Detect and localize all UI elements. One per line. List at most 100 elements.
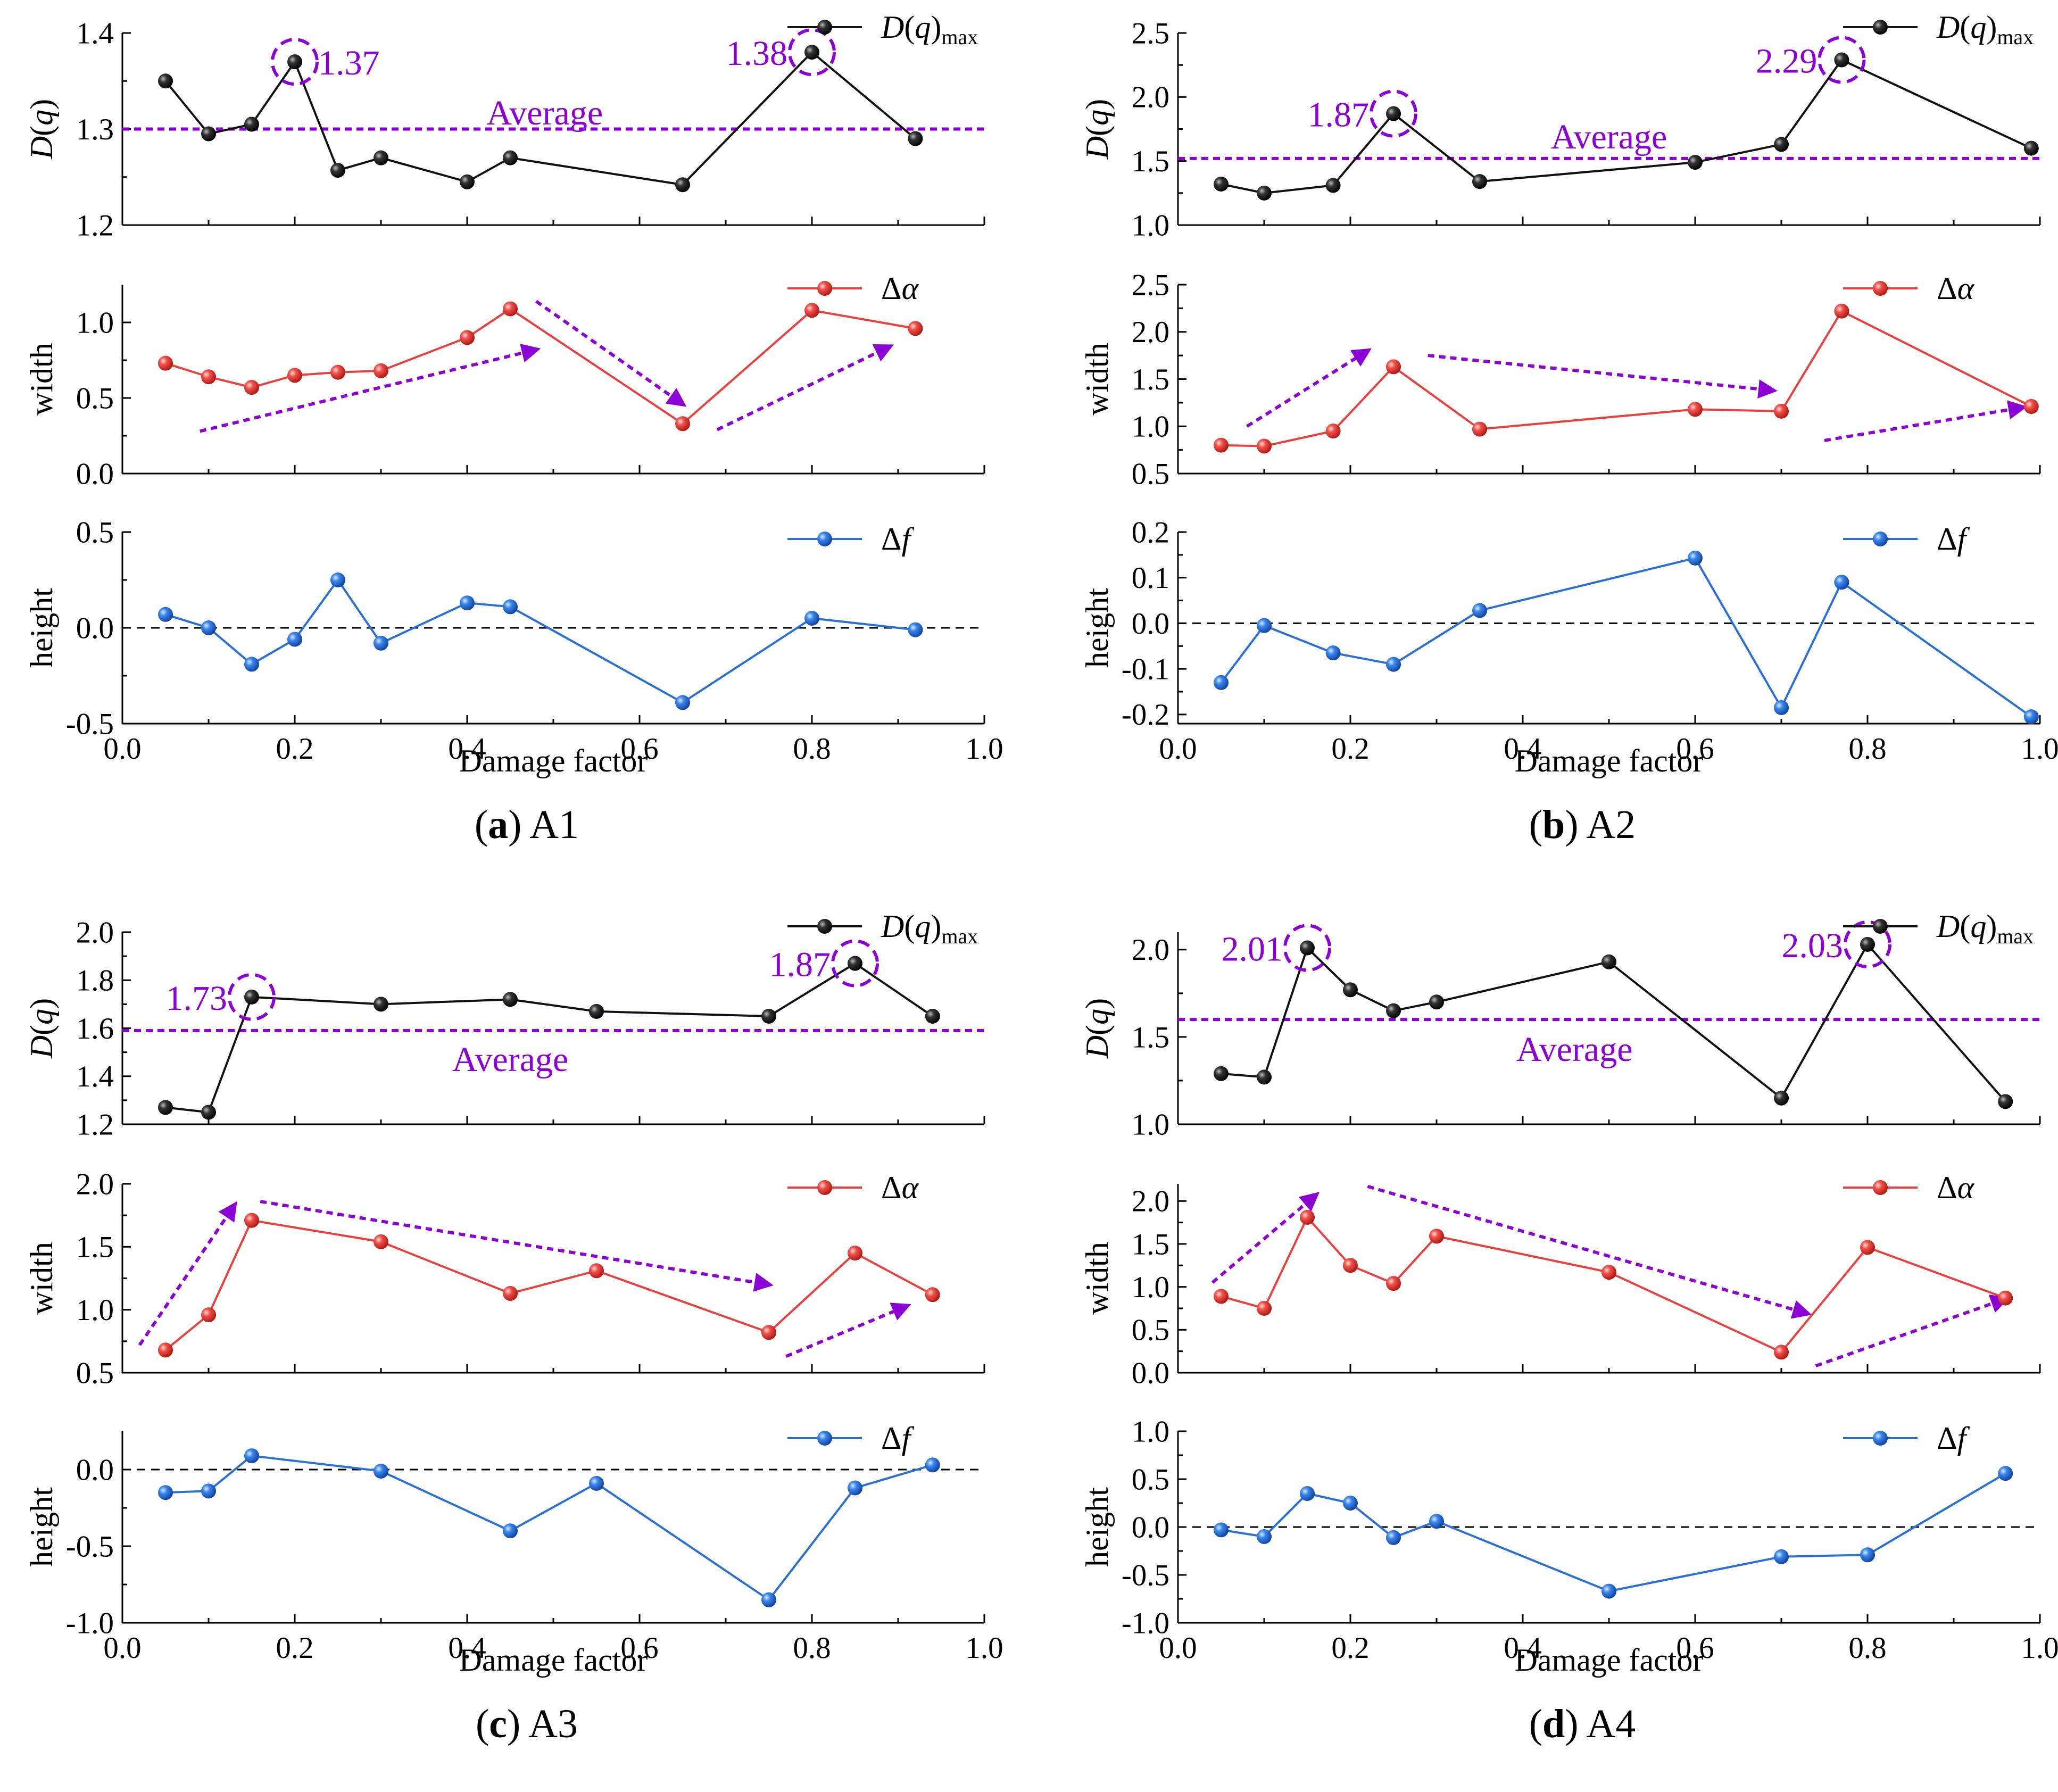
data-point-height (201, 1483, 216, 1499)
y-tick-label: 1.2 (76, 1108, 114, 1141)
subplot-dq: 1.0 1.5 2.0 2.5 D(q) Average 1.87 2.29 D(q)max (1080, 10, 2041, 242)
x-tick-label: 0.8 (1848, 1631, 1886, 1665)
data-point-dq (1300, 940, 1315, 956)
y-tick-label: 0.5 (1132, 1314, 1169, 1347)
y-tick-label: 0.0 (76, 611, 114, 645)
x-tick-label: 1.0 (2021, 1631, 2058, 1665)
x-tick-label: 0.2 (1331, 1631, 1369, 1665)
y-tick-label: 2.5 (1132, 16, 1169, 50)
data-point-height (1257, 1529, 1272, 1544)
data-point-dq (804, 45, 819, 60)
x-axis-label: Damage factor (1515, 743, 1704, 778)
x-tick-label: 0.8 (1848, 732, 1886, 766)
data-point-dq (1774, 137, 1789, 152)
subplot-height: -1.0 -0.5 0.0 0.5 1.0 0.0 0.2 0.4 0.6 0.8 1.0 heigh… (1080, 1415, 2058, 1665)
data-point-dq (1214, 1066, 1229, 1081)
data-point-width (1343, 1258, 1358, 1273)
data-point-dq (925, 1008, 940, 1024)
data-point-height (1214, 675, 1229, 690)
data-point-dq (201, 126, 216, 142)
y-axis-label: height (1080, 1487, 1115, 1567)
data-point-height (330, 573, 345, 587)
x-tick-label: 0.2 (1331, 732, 1369, 766)
y-axis-label: width (1080, 343, 1115, 416)
subplot-height: -1.0 -0.5 0.0 0.0 0.2 0.4 0.6 0.8 1.0 height Δf (24, 1421, 1003, 1665)
data-point-height (1325, 645, 1341, 661)
legend-marker-height (1873, 532, 1888, 546)
trend-arrow (535, 300, 687, 407)
series-line-height (1221, 1472, 2006, 1592)
data-point-width (374, 363, 388, 378)
x-tick-label: 0.4 (448, 1631, 486, 1665)
y-tick-label: 1.5 (1132, 145, 1169, 178)
x-tick-label: 1.0 (2021, 732, 2058, 766)
x-tick-label: 0.4 (1504, 1631, 1541, 1665)
legend-marker-height (817, 532, 832, 546)
data-point-width (287, 368, 302, 383)
legend-marker-width (817, 281, 832, 296)
y-axis-label: width (1080, 1242, 1115, 1315)
y-axis-label: height (1080, 588, 1115, 668)
x-axis-label: Damage factor (459, 1642, 648, 1678)
x-tick-label: 0.0 (103, 1631, 141, 1665)
data-point-width (1860, 1240, 1875, 1255)
y-tick-label: 1.0 (1132, 1271, 1169, 1304)
legend-label-width: Δα (881, 271, 919, 306)
data-point-dq (1429, 994, 1444, 1010)
peak-label: 1.87 (1308, 96, 1370, 135)
legend-marker-width (817, 1180, 832, 1195)
y-tick-label: 1.8 (76, 964, 114, 998)
data-point-width (201, 369, 216, 385)
x-axis-label: Damage factor (459, 743, 648, 778)
series-line-height (1220, 557, 2032, 718)
data-point-dq (1834, 52, 1849, 68)
data-point-height (1860, 1547, 1875, 1563)
y-tick-label: 1.5 (1132, 1021, 1169, 1054)
data-point-dq (1257, 185, 1272, 201)
legend-label-height: Δf (881, 1421, 915, 1456)
panel-c: 1.2 1.4 1.6 1.8 2.0 D(q) Average 1.73 1.87 D(q)ma… (24, 909, 1003, 1746)
data-point-width (330, 364, 345, 380)
legend-label-width: Δα (1937, 1170, 1975, 1205)
legend-marker-dq (1873, 919, 1888, 934)
x-tick-label: 0.6 (1676, 732, 1714, 766)
data-point-dq (244, 117, 259, 132)
data-point-height (1774, 1549, 1789, 1564)
data-point-height (1429, 1514, 1444, 1529)
data-point-width (460, 330, 475, 345)
series-line-dq (1221, 942, 2006, 1102)
panel-caption: (b) A2 (1529, 802, 1636, 847)
y-tick-label: 2.0 (1132, 1185, 1169, 1218)
y-tick-label: 1.2 (76, 209, 114, 242)
panel-caption: (d) A4 (1529, 1702, 1636, 1746)
legend-marker-dq (1873, 20, 1888, 35)
legend-marker-dq (817, 919, 832, 934)
data-point-width (908, 321, 923, 336)
peak-label: 1.73 (166, 979, 228, 1018)
y-axis-label: width (24, 1242, 59, 1315)
data-point-dq (503, 150, 518, 165)
subplot-dq: 1.2 1.3 1.4 D(q) Average 1.37 1.38 D(q)max (24, 10, 985, 242)
data-point-height (1214, 1522, 1229, 1538)
average-label: Average (1516, 1030, 1633, 1069)
data-point-height (1774, 700, 1789, 715)
subplot-width: 0.0 0.5 1.0 1.5 2.0 width Δα (1080, 1170, 2041, 1390)
data-point-dq (244, 989, 259, 1005)
y-tick-label: -0.5 (66, 707, 114, 741)
x-tick-label: 0.8 (793, 1631, 831, 1665)
data-point-dq (2023, 140, 2039, 156)
y-tick-label: 1.3 (76, 113, 114, 146)
x-tick-label: 1.0 (965, 732, 1003, 766)
y-axis-label: height (24, 1487, 59, 1567)
subplot-width: 0.0 0.5 1.0 width Δα (24, 271, 985, 491)
data-point-dq (374, 997, 388, 1012)
data-point-dq (201, 1105, 216, 1120)
data-point-height (2023, 709, 2039, 725)
series-line-width (1221, 310, 2032, 447)
peak-highlight (1370, 89, 1417, 138)
data-point-dq (1601, 954, 1616, 969)
data-point-height (804, 611, 819, 626)
